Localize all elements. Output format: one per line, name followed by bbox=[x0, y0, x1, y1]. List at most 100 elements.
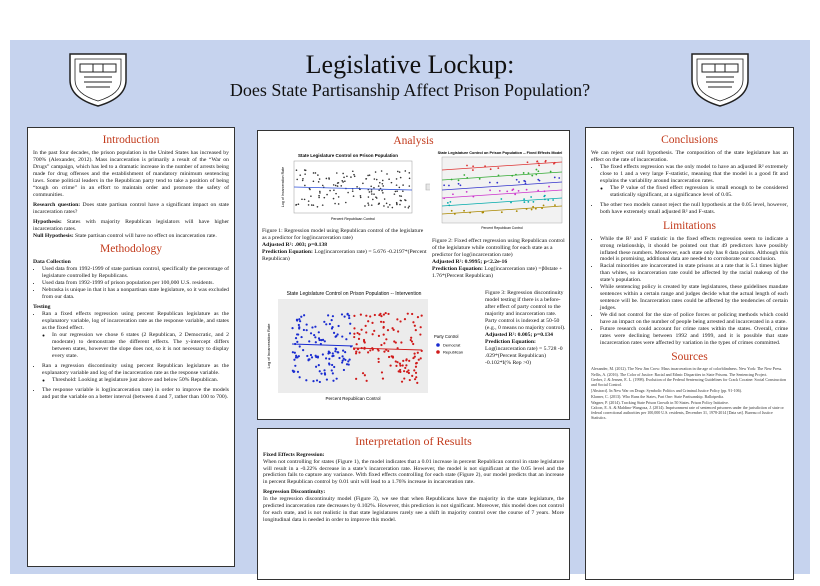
scatter-dot bbox=[377, 360, 380, 364]
fit-line bbox=[293, 186, 413, 191]
scatter-dot bbox=[330, 369, 333, 372]
scatter-dot bbox=[396, 347, 399, 350]
scatter-dot bbox=[398, 171, 401, 173]
scatter-dot bbox=[364, 205, 366, 207]
scatter-dot bbox=[399, 320, 402, 323]
text: The P value of the fixed effect regressi… bbox=[610, 185, 788, 199]
scatter-dot bbox=[353, 314, 356, 318]
scatter-dot bbox=[457, 179, 460, 182]
scatter-dot bbox=[303, 314, 306, 317]
heading: Methodology bbox=[100, 243, 162, 256]
scatter-dot bbox=[404, 199, 406, 201]
scatter-dot bbox=[403, 377, 406, 380]
scatter-dot bbox=[537, 178, 540, 181]
scatter-dot bbox=[413, 378, 417, 381]
scatter-dot bbox=[547, 199, 550, 201]
scatter-dot bbox=[321, 353, 324, 356]
scatter-dot bbox=[393, 193, 396, 195]
scatter-dot bbox=[400, 380, 404, 383]
scatter-dot bbox=[393, 340, 396, 343]
scatter-dot bbox=[318, 380, 321, 384]
scatter-dot bbox=[399, 176, 402, 179]
scatter-dot bbox=[416, 316, 420, 319]
scatter-dot bbox=[299, 320, 302, 323]
scatter-dot bbox=[308, 340, 311, 343]
scatter-dot bbox=[400, 195, 403, 197]
scatter-dot bbox=[377, 357, 380, 360]
scatter-dot bbox=[371, 193, 373, 195]
scatter-dot bbox=[387, 312, 390, 316]
scatter-dot bbox=[408, 177, 411, 180]
scatter-dot bbox=[527, 200, 530, 203]
figure-2: State Legislature Control on Prison Popu… bbox=[430, 148, 566, 232]
scatter-dot bbox=[344, 201, 347, 204]
scatter-dot bbox=[334, 350, 337, 353]
text: Figure 1: Regression model using Republi… bbox=[262, 228, 424, 241]
title: Legislative Lockup: bbox=[305, 50, 515, 79]
axis-label: Percent Republican Control bbox=[481, 226, 523, 230]
scatter-dot bbox=[382, 333, 385, 336]
text: Figure 3: Regression discontinuity model… bbox=[485, 290, 566, 331]
scatter-dot bbox=[330, 319, 333, 322]
scatter-dot bbox=[386, 173, 388, 175]
text: Gerber, J. & Jensen, E. L. (1998). Evolu… bbox=[591, 377, 787, 388]
scatter-dot bbox=[301, 179, 304, 182]
scatter-dot bbox=[358, 333, 361, 336]
scatter-dot bbox=[308, 187, 311, 190]
scatter-dot bbox=[323, 340, 326, 343]
scatter-dot bbox=[380, 371, 384, 374]
interpretation-panel: Interpretation of Results Fixed Effects … bbox=[257, 428, 570, 580]
scatter-dot bbox=[314, 325, 317, 328]
scatter-dot bbox=[348, 332, 352, 335]
scatter-dot bbox=[317, 174, 319, 176]
scatter-dot bbox=[312, 172, 315, 174]
scatter-dot bbox=[371, 333, 374, 336]
scatter-dot bbox=[294, 356, 298, 359]
scatter-dot bbox=[337, 196, 340, 198]
heading: Introduction bbox=[102, 134, 160, 146]
scatter-dot bbox=[449, 201, 452, 203]
scatter-dot bbox=[305, 379, 308, 382]
text: Log(incarceration rate) = 5.728 -0 .029*… bbox=[485, 345, 563, 366]
text: The response variable is log(incarcerati… bbox=[42, 387, 229, 401]
scatter-dot bbox=[506, 190, 509, 193]
scatter-dot bbox=[392, 328, 395, 331]
scatter-dot bbox=[347, 314, 351, 317]
scatter-dot bbox=[538, 179, 541, 182]
scatter-dot bbox=[323, 196, 326, 199]
scatter-dot bbox=[332, 184, 335, 186]
scatter-dot bbox=[359, 195, 362, 197]
scatter-dot bbox=[381, 189, 383, 192]
scatter-dot bbox=[341, 335, 344, 338]
scatter-dot bbox=[353, 173, 355, 176]
text: Wagner, P. (2014). Tracking State Prison… bbox=[591, 399, 729, 405]
text: Alexander, M. (2012). The New Jim Crow: … bbox=[591, 365, 783, 371]
scatter-dot bbox=[300, 335, 303, 339]
scatter-dot bbox=[367, 174, 369, 177]
text: Testing bbox=[33, 304, 51, 311]
text: The other two models cannot reject the n… bbox=[600, 202, 788, 216]
scatter-dot bbox=[351, 190, 354, 192]
scatter-dot bbox=[354, 352, 358, 355]
scatter-dot bbox=[335, 172, 338, 174]
scatter-dot bbox=[515, 178, 518, 181]
text: Prediction Equation: bbox=[432, 265, 483, 272]
scatter-dot bbox=[383, 205, 385, 207]
text: Data Collection bbox=[33, 259, 71, 266]
scatter-dot bbox=[344, 351, 347, 354]
scatter-dot bbox=[301, 198, 303, 201]
scatter-dot bbox=[317, 337, 321, 340]
scatter-dot bbox=[397, 170, 399, 173]
scatter-dot bbox=[315, 379, 319, 382]
scatter-dot bbox=[302, 328, 305, 332]
scatter-dot bbox=[465, 190, 468, 193]
scatter-dot bbox=[365, 314, 368, 317]
scatter-dot bbox=[332, 197, 335, 200]
scatter-dot bbox=[321, 338, 325, 341]
scatter-dot bbox=[523, 179, 526, 182]
scatter-dot bbox=[394, 190, 397, 193]
scatter-dot bbox=[396, 190, 398, 193]
scatter-dot bbox=[537, 189, 540, 192]
scatter-dot bbox=[404, 170, 407, 172]
